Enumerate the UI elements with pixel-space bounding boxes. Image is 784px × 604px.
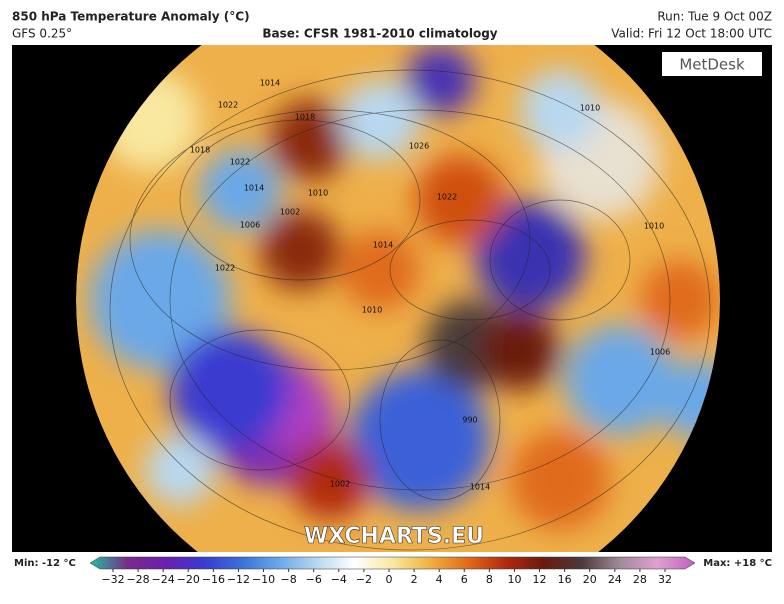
isobar	[129, 109, 531, 371]
anomaly-area	[405, 45, 475, 115]
colorbar-tick-label: 12	[533, 573, 547, 586]
isobar-label: 1022	[215, 264, 235, 273]
base: Base: CFSR 1981-2010 climatology	[262, 27, 497, 41]
isobar-label: 1002	[280, 208, 300, 217]
isobar-label: 1018	[190, 146, 210, 155]
colorbar-tick-label: −10	[252, 573, 275, 586]
isobar	[389, 219, 551, 321]
anomaly-area	[660, 360, 720, 440]
isobar	[169, 329, 351, 471]
anomaly-area	[170, 330, 290, 450]
isobar-label: 1022	[437, 193, 457, 202]
max-label: Max: +18 °C	[703, 558, 772, 569]
isobar-label: 1014	[373, 241, 393, 250]
colorbar-tick-label: 8	[486, 573, 493, 586]
colorbar-tick-label: 6	[461, 573, 468, 586]
anomaly-area	[90, 230, 230, 370]
isobar-label: 1018	[295, 113, 315, 122]
colorbar-tick-label: 4	[436, 573, 443, 586]
isobar-label: 1022	[218, 101, 238, 110]
isobar-label: 1022	[230, 158, 250, 167]
isobar-label: 1010	[308, 189, 328, 198]
isobar	[169, 109, 671, 491]
isobar-label: 1010	[644, 222, 664, 231]
colorbar-tick-label: −2	[356, 573, 372, 586]
colorbar-tick-label: −32	[101, 573, 124, 586]
isobar-label: 1002	[330, 480, 350, 489]
anomaly-area	[350, 370, 490, 510]
anomaly-area	[565, 325, 675, 435]
colorbar-tick-label: 32	[658, 573, 672, 586]
colorbar-tick-label: −24	[152, 573, 175, 586]
map: 1014 1022 1018 1026 1010 1018 1022 1014 1010 1002…	[12, 45, 772, 552]
colorbar-tick-label: 10	[507, 573, 521, 586]
colorbar-tick-label: 20	[583, 573, 597, 586]
anomaly-area	[415, 155, 505, 245]
anomaly-area	[640, 260, 720, 340]
colorbar-tick-label: −16	[202, 573, 225, 586]
isobar-label: 990	[462, 416, 477, 425]
anomaly-area	[520, 70, 600, 150]
colorbar	[89, 556, 696, 570]
colorbar-tick-label: 16	[558, 573, 572, 586]
isobar-label: 1006	[240, 221, 260, 230]
anomaly-area	[340, 80, 420, 160]
valid: Valid: Fri 12 Oct 18:00 UTC	[611, 27, 772, 41]
colorbar-tick-label: −28	[126, 573, 149, 586]
logo-box	[662, 52, 762, 76]
isobar	[379, 339, 501, 501]
colorbar-tick-label: 24	[608, 573, 622, 586]
isobar	[179, 119, 421, 281]
anomaly-area	[290, 440, 370, 520]
isobar-label: 1010	[362, 306, 382, 315]
isobar-label: 1010	[580, 104, 600, 113]
min-label: Min: -12 °C	[14, 558, 76, 569]
isobar-label: 1006	[650, 348, 670, 357]
logo: MetDesk	[679, 56, 745, 74]
watermark: WXCHARTS.EU	[304, 524, 484, 549]
isobar-label: 1014	[244, 184, 264, 193]
isobar-label: 1026	[409, 142, 429, 151]
run: Run: Tue 9 Oct 00Z	[657, 10, 772, 24]
colorbar-tick-label: 0	[386, 573, 393, 586]
isobar	[109, 69, 711, 551]
isobar-label: 1014	[260, 79, 280, 88]
colorbar-tick-label: −12	[227, 573, 250, 586]
title: 850 hPa Temperature Anomaly (°C)	[12, 10, 250, 24]
colorbar-tick-label: −4	[331, 573, 347, 586]
isobar-label: 1014	[470, 483, 490, 492]
isobar	[489, 199, 631, 321]
colorbar-tick-label: −8	[281, 573, 297, 586]
colorbar-tick-label: −6	[306, 573, 322, 586]
model: GFS 0.25°	[12, 27, 72, 41]
colorbar-tick-label: −20	[177, 573, 200, 586]
anomaly-area	[200, 150, 280, 230]
anomaly-area	[340, 230, 420, 310]
anomaly-area	[145, 435, 215, 505]
anomaly-area	[260, 210, 340, 290]
anomaly-area	[510, 430, 610, 530]
colorbar-tick-label: 2	[411, 573, 418, 586]
anomaly-area	[480, 310, 560, 390]
anomaly-area	[475, 200, 585, 310]
colorbar-tick-label: 28	[633, 573, 647, 586]
